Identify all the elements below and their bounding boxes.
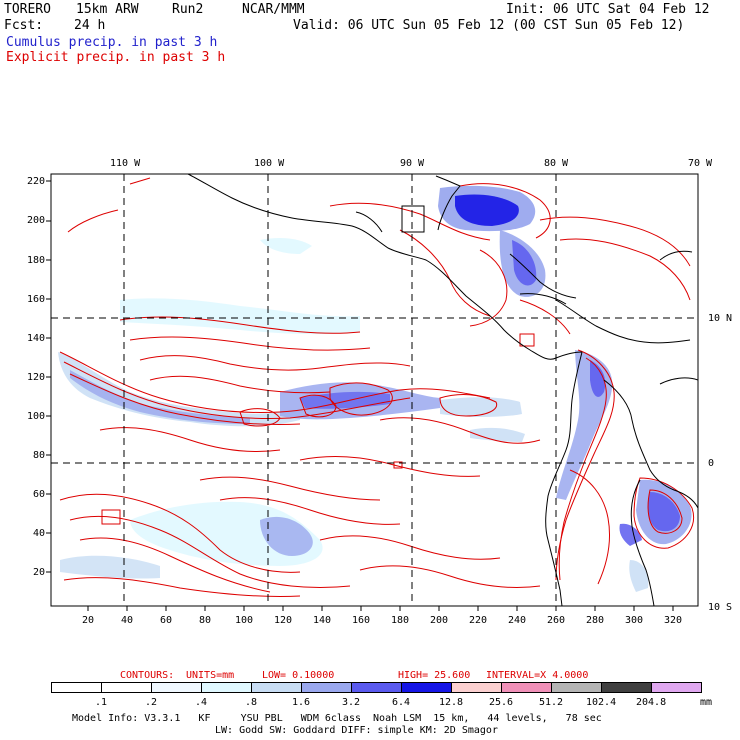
explicit-legend: Explicit precip. in past 3 h	[6, 50, 226, 65]
colorbar-swatch	[151, 682, 202, 693]
colorbar-unit: mm	[700, 697, 713, 708]
x-tick-label: 280	[586, 615, 605, 626]
colorbar-label: 12.8	[439, 697, 464, 708]
fcst-label: Fcst:	[4, 18, 44, 33]
colorbar-label: 102.4	[586, 697, 617, 708]
y-tick-label: 20	[33, 567, 46, 578]
y-tick-label: 200	[27, 215, 46, 226]
lon-label-70w: 70 W	[688, 158, 713, 169]
lon-label-100w: 100 W	[254, 158, 285, 169]
y-tick-label: 160	[27, 294, 46, 305]
explicit-precip-contours	[59, 177, 694, 598]
colorbar-label: 1.6	[292, 697, 311, 708]
contours-high: HIGH= 25.600	[398, 670, 471, 681]
contours-units: UNITS=mm	[186, 670, 235, 681]
model-info-line2: LW: Godd SW: Goddard DIFF: simple KM: 2D…	[215, 725, 498, 736]
colorbar-label: .2	[145, 697, 158, 708]
contours-interval: INTERVAL=X 4.0000	[486, 670, 589, 681]
x-tick-label: 300	[625, 615, 644, 626]
colorbar-label: 25.6	[489, 697, 514, 708]
x-tick-label: 60	[160, 615, 173, 626]
colorbar-label: .4	[195, 697, 208, 708]
contours-label: CONTOURS:	[120, 670, 175, 681]
colorbar-swatch	[251, 682, 302, 693]
map-frame	[50, 173, 699, 607]
x-tick-label: 120	[274, 615, 293, 626]
model-org: NCAR/MMM	[242, 2, 305, 17]
colorbar-swatch	[601, 682, 652, 693]
lon-label-80w: 80 W	[544, 158, 569, 169]
colorbar-swatch	[451, 682, 502, 693]
colorbar-label: 3.2	[342, 697, 361, 708]
y-tick-label: 140	[27, 333, 46, 344]
x-tick-label: 100	[235, 615, 254, 626]
x-tick-label: 140	[313, 615, 332, 626]
colorbar-label: 6.4	[392, 697, 411, 708]
latlon-grid	[51, 174, 698, 606]
x-tick-label: 220	[469, 615, 488, 626]
x-tick-label: 180	[391, 615, 410, 626]
colorbar-swatch	[301, 682, 352, 693]
y-tick-label: 80	[33, 450, 46, 461]
colorbar-swatch	[501, 682, 552, 693]
model-name: TORERO	[4, 2, 51, 17]
colorbar-swatch	[651, 682, 702, 693]
colorbar-swatch	[51, 682, 102, 693]
model-info-line1: Model Info: V3.3.1 KF YSU PBL WDM 6class…	[72, 713, 602, 724]
x-tick-label: 20	[82, 615, 95, 626]
x-tick-label: 320	[664, 615, 683, 626]
x-tick-label: 40	[121, 615, 134, 626]
y-tick-label: 220	[27, 176, 46, 187]
colorbar-swatch	[551, 682, 602, 693]
model-resolution: 15km ARW	[76, 2, 139, 17]
init-time: Init: 06 UTC Sat 04 Feb 12	[506, 2, 710, 17]
cumulus-legend: Cumulus precip. in past 3 h	[6, 35, 218, 50]
colorbar-label: .1	[95, 697, 108, 708]
model-run: Run2	[172, 2, 204, 17]
lon-label-90w: 90 W	[400, 158, 425, 169]
colorbar-swatch	[201, 682, 252, 693]
y-tick-label: 60	[33, 489, 46, 500]
lat-label-0: 0	[708, 458, 715, 469]
lon-label-110w: 110 W	[110, 158, 141, 169]
valid-time: Valid: 06 UTC Sun 05 Feb 12 (00 CST Sun …	[293, 18, 685, 33]
x-tick-label: 200	[430, 615, 449, 626]
colorbar-swatch	[401, 682, 452, 693]
colorbar-swatch	[101, 682, 152, 693]
colorbar-label: 51.2	[539, 697, 564, 708]
x-tick-label: 240	[508, 615, 527, 626]
colorbar-swatch	[351, 682, 402, 693]
x-tick-label: 260	[547, 615, 566, 626]
axis-ticks	[46, 180, 674, 611]
colorbar-label: .8	[245, 697, 258, 708]
x-tick-label: 80	[199, 615, 212, 626]
colorbar-label: 204.8	[636, 697, 667, 708]
lat-label-10n: 10 N	[708, 313, 733, 324]
y-tick-label: 120	[27, 372, 46, 383]
contours-low: LOW= 0.10000	[262, 670, 335, 681]
lat-label-10s: 10 S	[708, 602, 733, 613]
coastlines	[187, 174, 698, 606]
y-tick-label: 100	[27, 411, 46, 422]
y-tick-label: 180	[27, 255, 46, 266]
x-tick-label: 160	[352, 615, 371, 626]
fcst-value: 24 h	[74, 18, 106, 33]
y-tick-label: 40	[33, 528, 46, 539]
